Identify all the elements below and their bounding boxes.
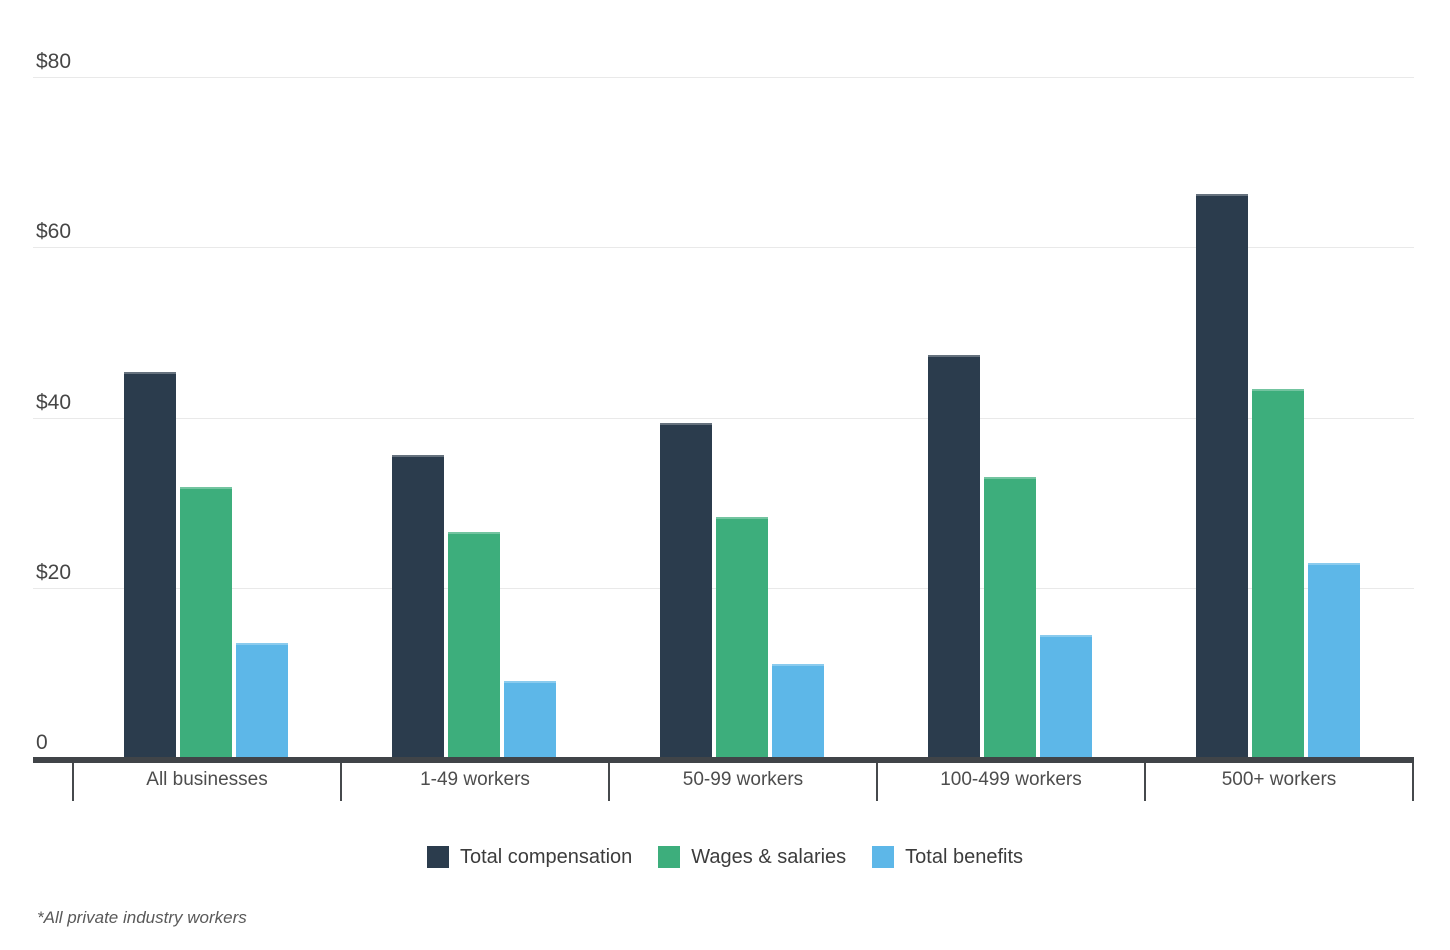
x-category-label: All businesses (146, 769, 268, 790)
bar-wages-salaries (180, 487, 232, 758)
chart-footnote: *All private industry workers (37, 908, 247, 927)
x-category-label: 500+ workers (1221, 769, 1337, 790)
y-gridline (33, 417, 1414, 419)
y-tick-label: $60 (36, 220, 72, 244)
x-category-label: 100-499 workers (940, 769, 1082, 790)
category-separator (608, 763, 610, 801)
bar-total-benefits (1040, 634, 1092, 758)
bar-total-benefits (1308, 563, 1360, 758)
bar-total-compensation (660, 423, 712, 758)
category-separator (1412, 763, 1414, 801)
category-separator (72, 763, 74, 801)
y-tick-label: $40 (36, 390, 72, 414)
legend-label: Total compensation (459, 845, 633, 868)
legend-label: Wages & salaries (691, 845, 847, 868)
bar-total-compensation (928, 354, 980, 758)
category-separator (340, 763, 342, 801)
y-gridline (33, 247, 1414, 249)
bar-total-benefits (236, 643, 288, 758)
bar-wages-salaries (716, 517, 768, 758)
bar-wages-salaries (1252, 388, 1304, 758)
category-separator (876, 763, 878, 801)
bar-total-compensation (1196, 194, 1248, 758)
bar-wages-salaries (984, 477, 1036, 758)
category-separator (1144, 763, 1146, 801)
bar-total-benefits (504, 681, 556, 758)
legend-item: Wages & salaries (658, 846, 846, 869)
legend-item: Total benefits (872, 846, 1023, 869)
bar-wages-salaries (448, 531, 500, 758)
legend-swatch (658, 846, 681, 868)
x-axis-line (33, 757, 1414, 763)
legend-swatch (872, 846, 895, 868)
legend-swatch (426, 846, 449, 868)
legend-label: Total benefits (905, 845, 1024, 868)
x-category-label: 1-49 workers (420, 769, 530, 790)
y-gridline (33, 77, 1414, 78)
y-tick-label: $20 (36, 560, 72, 584)
y-tick-label: 0 (36, 731, 48, 754)
bar-total-compensation (392, 454, 444, 758)
legend-item: Total compensation (426, 845, 633, 869)
bar-total-benefits (772, 664, 824, 758)
bar-total-compensation (124, 371, 176, 758)
y-tick-label: $80 (36, 50, 72, 73)
x-category-label: 50-99 workers (682, 769, 804, 790)
chart-legend: Total compensation Wages & salaries Total … (0, 840, 1450, 874)
